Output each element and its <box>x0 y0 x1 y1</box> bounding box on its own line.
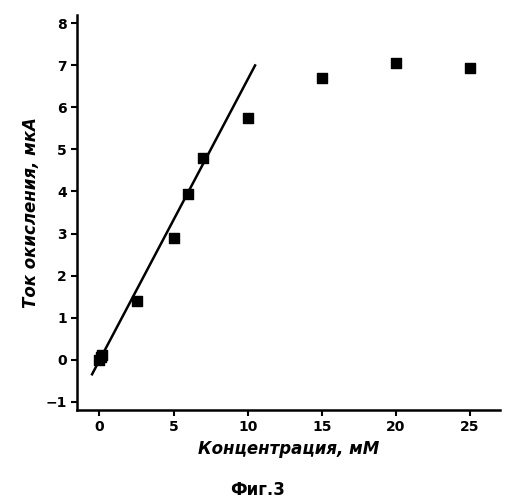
Point <box>169 234 178 241</box>
Point <box>244 114 252 122</box>
Point <box>132 296 141 304</box>
Point <box>318 74 326 82</box>
Point <box>466 64 474 72</box>
Text: Фиг.3: Фиг.3 <box>230 481 285 499</box>
Point <box>199 154 208 162</box>
Point <box>184 190 193 198</box>
X-axis label: Концентрация, мМ: Концентрация, мМ <box>198 440 379 458</box>
Point <box>97 354 105 362</box>
Point <box>392 60 400 68</box>
Y-axis label: Ток окисления, мкА: Ток окисления, мкА <box>22 117 40 308</box>
Point <box>95 356 104 364</box>
Point <box>98 352 107 360</box>
